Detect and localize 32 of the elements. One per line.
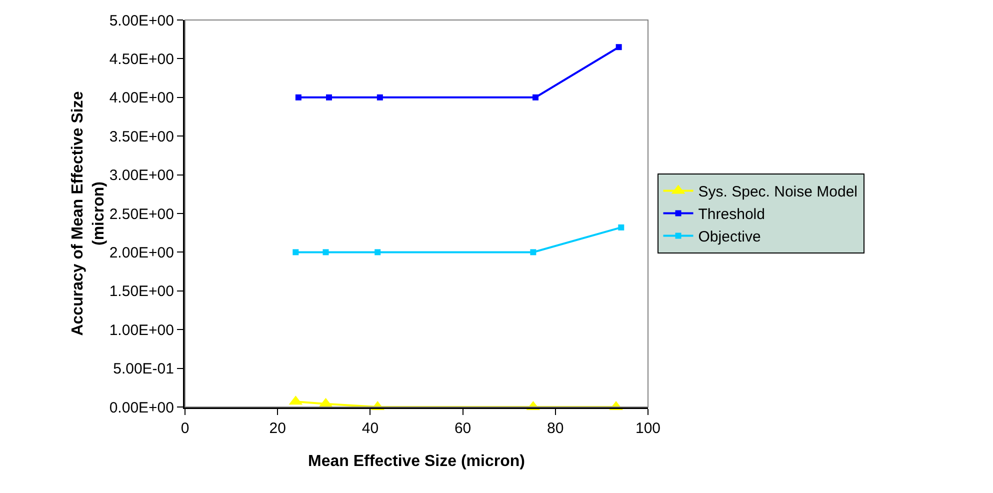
- point: [322, 249, 329, 256]
- legend-label: Objective: [698, 228, 761, 246]
- legend-label: Threshold: [698, 206, 765, 224]
- y-tick-label: 2.00E+00: [109, 244, 174, 262]
- x-tick-label: 40: [362, 420, 379, 437]
- y-tick-label: 1.50E+00: [109, 283, 174, 300]
- x-tick-label: 0: [180, 420, 190, 437]
- y-tick-label: 1.00E+00: [109, 322, 174, 339]
- x-tick-label: 20: [269, 420, 286, 437]
- point: [532, 94, 538, 100]
- y-axis-title: Accuracy of Mean Effective Size (micron): [70, 91, 108, 336]
- y-tick-label: 4.00E+00: [109, 90, 174, 107]
- x-tick-label: 100: [635, 420, 661, 437]
- point: [376, 94, 383, 100]
- x-axis-title: Mean Effective Size (micron): [308, 453, 525, 470]
- y-tick-label: 5.00E+00: [109, 12, 174, 30]
- y-tick-label: 0.00E+00: [109, 399, 174, 416]
- point: [326, 94, 332, 100]
- x-tick-label: 80: [547, 420, 564, 437]
- point: [616, 44, 622, 50]
- point: [530, 249, 536, 256]
- y-tick-label: 5.00E-01: [113, 360, 174, 378]
- point: [295, 94, 302, 100]
- point: [618, 224, 624, 230]
- y-tick-label: 4.50E+00: [109, 50, 174, 68]
- y-tick-label: 3.00E+00: [109, 167, 174, 184]
- point: [374, 249, 381, 256]
- y-tick-label: 2.50E+00: [109, 206, 174, 223]
- x-tick-label: 60: [454, 420, 472, 437]
- point: [292, 249, 299, 256]
- y-tick-label: 3.50E+00: [109, 128, 174, 146]
- legend-label: Sys. Spec. Noise Model: [698, 184, 858, 201]
